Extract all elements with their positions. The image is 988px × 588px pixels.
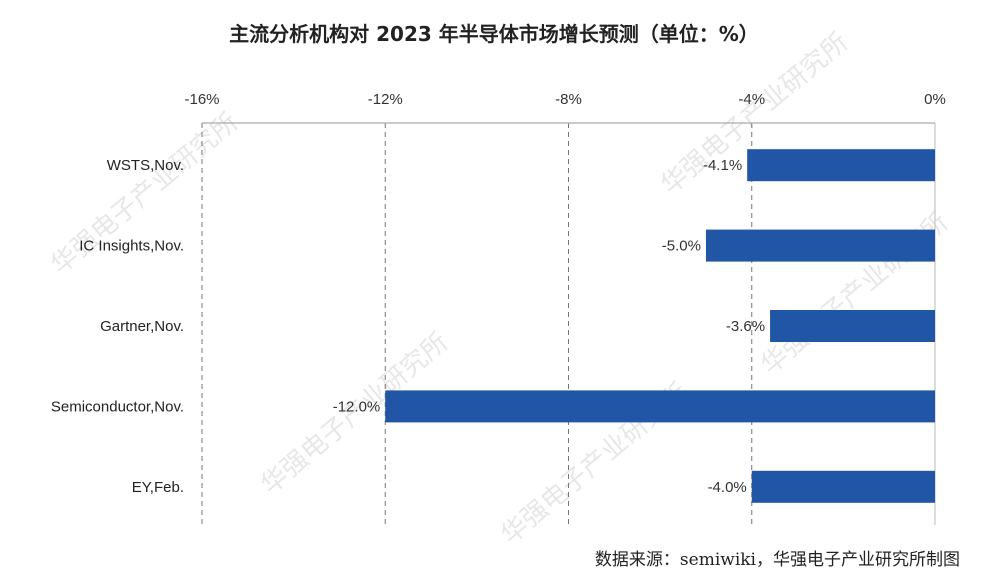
category-label: EY,Feb. (132, 479, 184, 496)
category-label: WSTS,Nov. (107, 157, 184, 174)
data-label: -4.0% (708, 479, 747, 496)
x-tick-label: -8% (555, 91, 582, 108)
bar (385, 390, 935, 423)
data-label: -12.0% (333, 398, 381, 415)
bar (705, 229, 935, 262)
chart-title: 主流分析机构对 2023 年半导体市场增长预测（单位：%） (229, 22, 759, 46)
category-label: Semiconductor,Nov. (51, 398, 184, 415)
data-label: -4.1% (703, 157, 742, 174)
category-label: IC Insights,Nov. (79, 238, 184, 255)
x-tick-label: -12% (368, 91, 403, 108)
x-tick-label: 0% (924, 91, 946, 108)
category-label: Gartner,Nov. (100, 318, 184, 335)
bar (747, 149, 935, 182)
source-note: 数据来源：semiwiki，华强电子产业研究所制图 (594, 550, 960, 570)
bar (751, 470, 935, 503)
data-label: -3.6% (726, 318, 765, 335)
bar (770, 310, 935, 342)
x-tick-label: -4% (738, 91, 765, 108)
data-label: -5.0% (662, 238, 701, 255)
x-tick-label: -16% (184, 91, 219, 108)
